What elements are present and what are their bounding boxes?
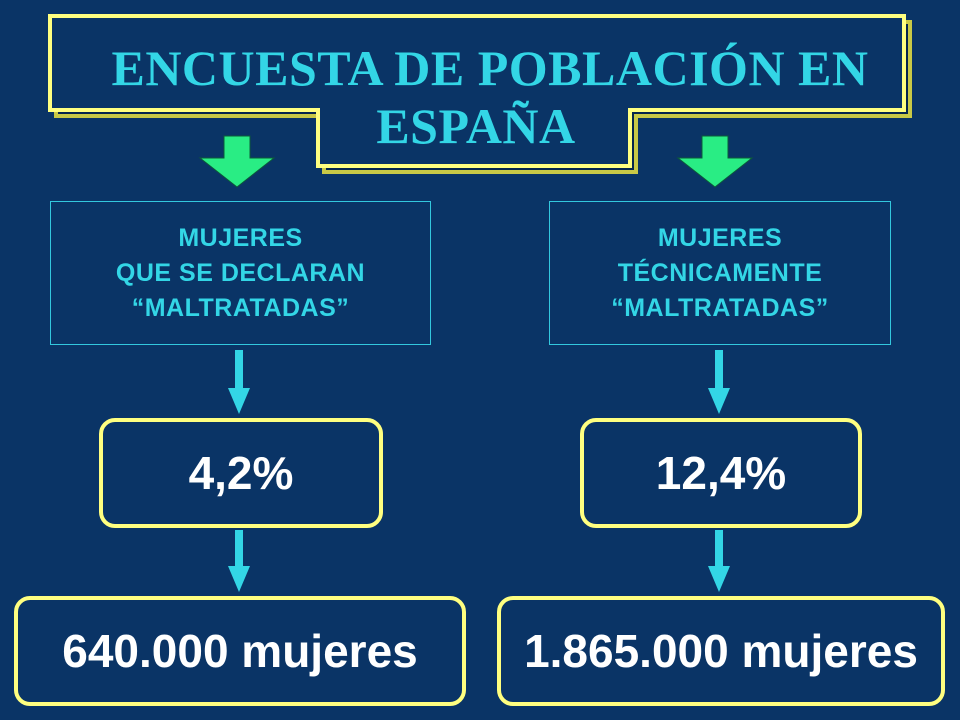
category-right-line-3: “MALTRATADAS”	[611, 293, 829, 322]
category-right-line-1: MUJERES	[657, 223, 783, 252]
count-box-right: 1.865.000 mujeres	[497, 596, 945, 706]
category-box-right: MUJERES TÉCNICAMENTE “MALTRATADAS”	[549, 201, 891, 345]
connector-left-1-icon	[235, 350, 243, 390]
page-title-line-1: ENCUESTA DE POBLACIÓN EN	[111, 40, 869, 96]
category-left-line-3: “MALTRATADAS”	[131, 293, 350, 322]
connector-right-2-icon	[715, 530, 723, 568]
category-left-line-2: QUE SE DECLARAN	[115, 258, 366, 287]
count-right-value: 1.865.000 mujeres	[524, 625, 918, 677]
percentage-box-right: 12,4%	[580, 418, 862, 528]
count-box-left: 640.000 mujeres	[14, 596, 466, 706]
percentage-right-value: 12,4%	[655, 447, 787, 499]
percentage-left-value: 4,2%	[188, 447, 294, 499]
page-title-line-2: ESPAÑA	[376, 98, 576, 154]
count-left-value: 640.000 mujeres	[62, 625, 418, 677]
title-plaque	[48, 14, 912, 174]
category-left-line-1: MUJERES	[178, 223, 303, 252]
down-arrow-right-icon	[676, 135, 754, 188]
connector-right-1-icon	[715, 350, 723, 390]
down-arrow-left-icon	[198, 135, 276, 188]
connector-left-2-icon	[235, 530, 243, 568]
category-right-line-2: TÉCNICAMENTE	[617, 258, 823, 287]
percentage-box-left: 4,2%	[99, 418, 383, 528]
category-box-left: MUJERES QUE SE DECLARAN “MALTRATADAS”	[50, 201, 431, 345]
